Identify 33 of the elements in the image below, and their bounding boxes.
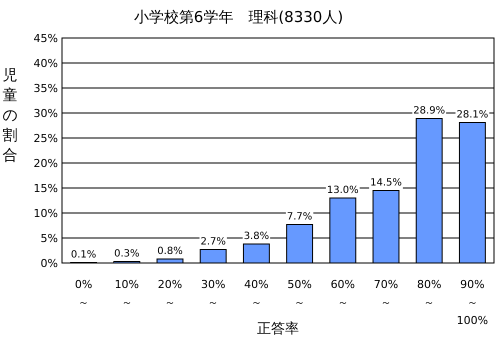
data-label: 0.3% xyxy=(114,248,140,260)
data-label: 2.7% xyxy=(200,236,226,248)
y-axis-title: 児童の割合 xyxy=(2,66,18,164)
data-label: 0.8% xyxy=(157,246,183,257)
y-tick-label: 20% xyxy=(34,157,58,170)
x-tick-label: 50% ～ xyxy=(287,278,312,309)
x-tick-label: 30% ～ xyxy=(200,278,226,309)
y-tick-label: 5% xyxy=(40,232,58,245)
y-tick-label: 40% xyxy=(34,57,58,70)
data-label: 14.5% xyxy=(370,178,402,188)
data-label: 28.1% xyxy=(456,110,488,120)
x-tick-label: 20% ～ xyxy=(158,278,182,309)
y-tick-label: 45% xyxy=(34,32,58,45)
x-tick-label: 60% ～ xyxy=(330,278,356,309)
x-tick-label: 80% ～ xyxy=(416,278,442,309)
y-tick-label: 10% xyxy=(34,207,58,220)
y-tick-label: 0% xyxy=(40,257,58,270)
data-label: 0.1% xyxy=(70,250,96,260)
data-label: 13.0% xyxy=(326,185,359,196)
x-tick-label: 70% ～ xyxy=(374,278,398,309)
x-tick-label: 10% ～ xyxy=(114,278,140,309)
chart-title: 小学校第6学年 理科(8330人) xyxy=(134,8,344,26)
data-label: 28.9% xyxy=(413,106,446,116)
data-label: 7.7% xyxy=(286,212,312,222)
x-tick-label: 90% ～ 100% xyxy=(456,278,488,327)
x-tick-label: 40% ～ xyxy=(244,278,269,309)
y-tick-label: 25% xyxy=(34,132,58,145)
data-label: 3.8% xyxy=(244,231,270,242)
x-tick-label: 0% ～ xyxy=(74,278,92,309)
x-axis-title: 正答率 xyxy=(257,321,299,337)
y-tick-label: 30% xyxy=(34,107,58,120)
y-tick-label: 15% xyxy=(34,182,58,195)
y-tick-label: 35% xyxy=(34,82,58,95)
